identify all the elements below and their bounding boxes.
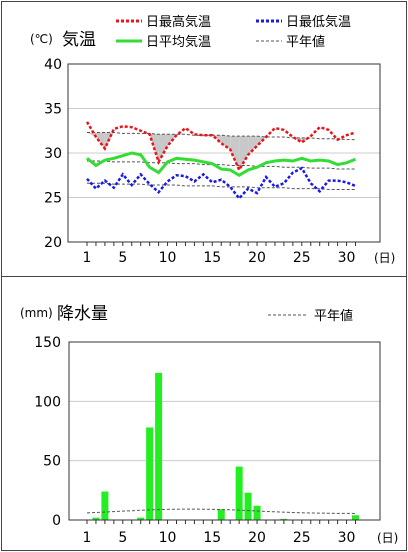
precipitation-y-tick-label: 0 [52,513,61,529]
precipitation-x-tick-label: 25 [293,530,311,546]
temperature-legend-label: 日平均気温 [146,34,211,50]
precipitation-x-unit: (日) [377,531,398,545]
precipitation-bar [137,517,145,520]
temperature-below-normal-fill [158,134,168,162]
temperature-x-tick-label: 20 [248,250,266,266]
temperature-plot-frame [67,63,381,243]
precipitation-bar [253,505,261,520]
temperature-below-normal-fill [248,136,258,155]
temperature-series-line [86,151,357,177]
temperature-y-tick-label: 35 [44,102,62,118]
temperature-below-normal-fill [212,135,222,144]
precipitation-bar [217,509,225,520]
precipitation-x-tick-label: 15 [203,530,221,546]
precipitation-unit: (mm) [20,306,53,320]
precipitation-y-tick-label: 100 [34,394,61,410]
precipitation-bar [235,466,243,520]
temperature-below-normal-fill [87,132,96,137]
temperature-y-tick-label: 40 [44,57,62,73]
precipitation-x-tick-label: 5 [118,530,127,546]
temperature-x-tick-label: 30 [338,250,356,266]
temperature-y-tick-label: 20 [44,235,62,251]
temperature-x-tick-label: 1 [83,250,92,266]
temperature-y-tick-label: 25 [44,191,62,207]
precipitation-bar [146,427,154,520]
precipitation-x-tick-label: 1 [83,530,92,546]
precipitation-gridlines [69,400,380,462]
precipitation-plot-frame [68,341,381,521]
precipitation-x-tick-label: 30 [338,530,356,546]
precipitation-bar [352,515,359,520]
temperature-series [85,121,357,201]
temperature-unit: (℃) [30,32,53,46]
temperature-below-normal-fill [221,135,231,150]
precipitation-legend-label: 平年値 [314,308,353,324]
precipitation-bar [244,492,252,520]
temperature-x-tick-label: 25 [293,250,311,266]
precipitation-bar [155,372,163,520]
temperature-x-tick-label: 10 [159,250,177,266]
temperature-y-tick-label: 30 [44,146,62,162]
temperature-series-line [86,166,356,201]
precipitation-bars [92,372,359,520]
precipitation-x-tick-label: 20 [248,530,266,546]
temperature-below-normal-fill [239,136,249,170]
precipitation-legend: 平年値 [268,308,353,324]
precipitation-x-tick-label: 10 [159,530,177,546]
temperature-title: 気温 [62,30,96,50]
temperature-below-normal-fill [230,136,240,170]
precipitation-bar [280,518,288,520]
temperature-legend-label: 平年値 [286,34,325,50]
temperature-x-tick-label: 5 [118,250,127,266]
temperature-series-line [85,121,356,173]
temperature-legend-label: 日最低気温 [286,14,351,30]
temperature-x-tick-label: 15 [203,250,221,266]
precipitation-y-tick-label: 150 [34,335,61,351]
precipitation-bar [101,491,109,520]
temperature-x-unit: (日) [374,251,395,265]
precipitation-title: 降水量 [57,304,108,324]
precipitation-bar [92,517,100,520]
precipitation-y-tick-label: 50 [43,454,61,470]
temperature-legend-label: 日最高気温 [146,14,211,30]
temperature-gridlines [68,108,380,198]
